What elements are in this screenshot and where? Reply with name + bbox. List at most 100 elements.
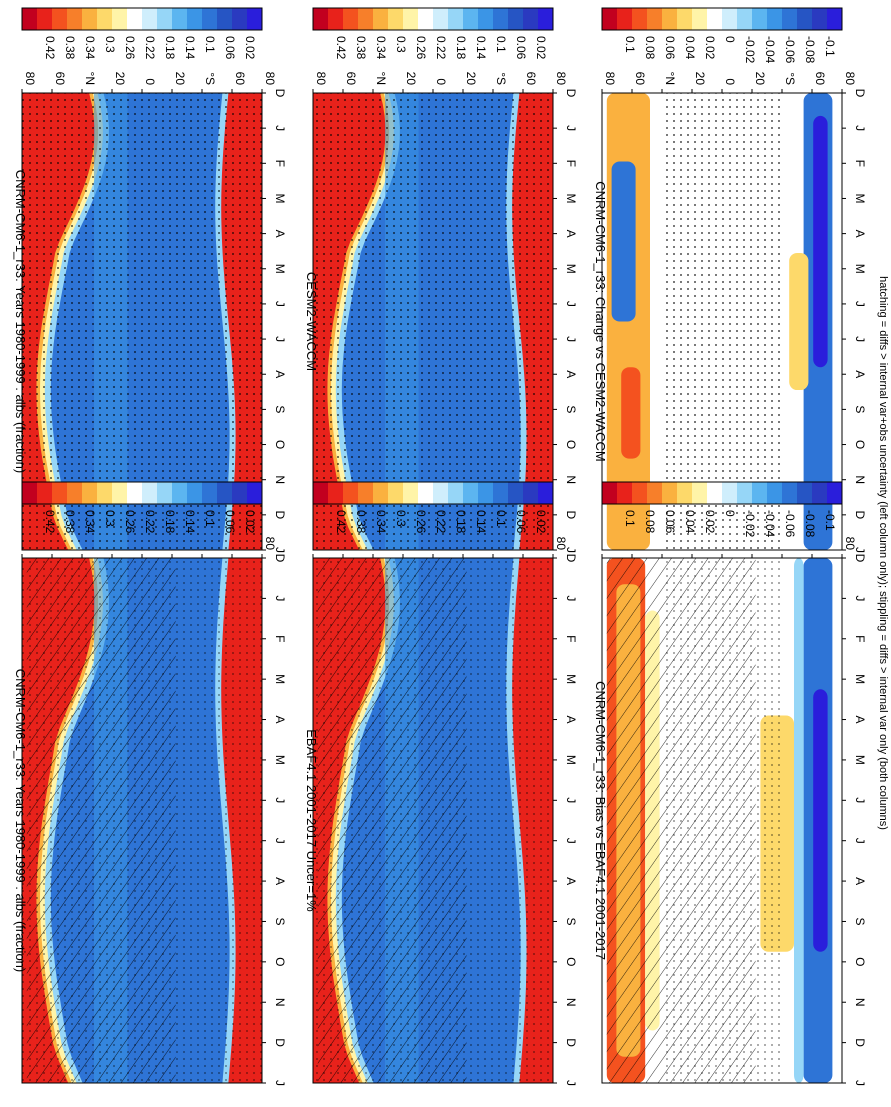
colorbar-swatch xyxy=(328,482,344,504)
colorbar-label: 0.14 xyxy=(183,36,197,60)
x-tick-label: J xyxy=(273,547,287,553)
colorbar-swatch xyxy=(632,482,648,504)
colorbar-label: -0.1 xyxy=(823,510,837,531)
x-tick-label: D xyxy=(853,511,867,520)
colorbar-swatch xyxy=(232,8,248,30)
colorbar-label: 0.1 xyxy=(203,36,217,53)
colorbar-label: 0.18 xyxy=(163,36,177,60)
y-tick-label: 0 xyxy=(723,78,737,85)
colorbar-label: 0.06 xyxy=(663,510,677,534)
colorbar-label: 0.22 xyxy=(143,36,157,60)
colorbar-swatch xyxy=(523,8,539,30)
y-tick-label: 60 xyxy=(813,72,827,86)
diff-region xyxy=(813,689,828,952)
colorbar-swatch xyxy=(782,8,798,30)
panel-title: CESM2-WACCM xyxy=(304,272,319,371)
colorbar-label: 0.1 xyxy=(494,36,508,53)
panel-right-bottom: CNRM-CM6-1_r33: Change vs CESM2-WACCM D J F… xyxy=(593,72,867,553)
colorbar-swatch xyxy=(313,8,329,30)
colorbar-swatch xyxy=(617,482,633,504)
y-tick-label: 20 xyxy=(113,72,127,86)
colorbar-label: 0.02 xyxy=(534,36,548,60)
x-tick-label: J xyxy=(853,125,867,131)
colorbar-label: -0.02 xyxy=(743,36,757,64)
colorbar-swatch xyxy=(602,8,618,30)
x-tick-label: O xyxy=(853,440,867,449)
x-tick-label: D xyxy=(853,89,867,98)
colorbar-swatch xyxy=(172,482,188,504)
colorbar-swatch xyxy=(647,8,663,30)
colorbar-absolute: 0.42 0.38 0.34 0.3 0.26 0.22 0.18 0.14 0.1 0.06 0.… xyxy=(21,481,263,534)
x-tick-label: J xyxy=(853,301,867,307)
colorbar-swatch xyxy=(707,8,723,30)
x-tick-label: J xyxy=(273,595,287,601)
colorbar-swatch xyxy=(247,8,263,30)
colorbar-swatch xyxy=(67,8,83,30)
colorbar-swatch xyxy=(388,8,404,30)
colorbar-label: 0.04 xyxy=(683,510,697,534)
colorbar-label: 0.18 xyxy=(454,510,468,534)
x-tick-label: O xyxy=(853,957,867,966)
colorbar-swatch xyxy=(97,482,113,504)
colorbar-label: 0.38 xyxy=(354,36,368,60)
colorbar-label: 0.42 xyxy=(334,36,348,60)
colorbar-label: 0.26 xyxy=(123,36,137,60)
x-tick-label: J xyxy=(564,125,578,131)
colorbar-label: 0.1 xyxy=(623,36,637,53)
x-tick-label: A xyxy=(853,230,867,238)
colorbar-label: -0.04 xyxy=(763,510,777,538)
x-tick-label: F xyxy=(273,635,287,642)
y-tick-label: 60 xyxy=(633,72,647,86)
colorbar-label: -0.1 xyxy=(823,36,837,57)
colorbar-swatch xyxy=(433,482,449,504)
hatching-overlay xyxy=(317,558,467,1083)
x-tick-label: J xyxy=(564,301,578,307)
x-tick-label: A xyxy=(273,370,287,378)
colorbar-swatch xyxy=(508,8,524,30)
colorbar-swatch xyxy=(433,8,449,30)
colorbar-label: 0.34 xyxy=(374,510,388,534)
y-tick-label: °N xyxy=(83,72,97,85)
x-tick-label: J xyxy=(273,1080,287,1086)
colorbar-label: 0.18 xyxy=(163,510,177,534)
colorbar-swatch xyxy=(737,8,753,30)
colorbar-label: 0.06 xyxy=(514,510,528,534)
colorbar-swatch xyxy=(127,482,143,504)
colorbar-swatch xyxy=(418,8,434,30)
colorbar-swatch xyxy=(737,482,753,504)
y-tick-label: 80 xyxy=(263,537,277,551)
x-tick-label: D xyxy=(273,1038,287,1047)
diff-region xyxy=(813,115,828,368)
colorbar-swatch xyxy=(493,482,509,504)
colorbar-label: 0.02 xyxy=(703,36,717,60)
y-tick-label: 60 xyxy=(524,72,538,86)
panel-title: CNRM-CM6-1_r33: Change vs CESM2-WACCM xyxy=(593,181,608,462)
x-tick-label: A xyxy=(564,370,578,378)
colorbar-swatch xyxy=(538,8,554,30)
y-tick-label: 80 xyxy=(554,72,568,86)
x-tick-label: A xyxy=(564,230,578,238)
colorbar-label: -0.02 xyxy=(743,510,757,538)
x-tick-label: A xyxy=(564,877,578,885)
colorbar-swatch xyxy=(142,482,158,504)
colorbar-label: 0.18 xyxy=(454,36,468,60)
colorbar-label: 0.02 xyxy=(243,510,257,534)
colorbar-swatch xyxy=(358,482,374,504)
y-tick-label: 20 xyxy=(753,72,767,86)
colorbar-label: 0.1 xyxy=(203,510,217,527)
x-tick-label: S xyxy=(273,405,287,413)
colorbar-swatch xyxy=(752,482,768,504)
colorbar-label: 0.08 xyxy=(643,36,657,60)
colorbar-swatch xyxy=(403,8,419,30)
x-tick-label: D xyxy=(564,89,578,98)
panel-right-top: CNRM-CM6-1_r33: Years 1980-1999 : albs (… xyxy=(13,72,287,553)
diff-region xyxy=(606,93,650,550)
y-tick-label: °N xyxy=(663,72,677,85)
colorbar-swatch xyxy=(37,482,53,504)
x-tick-label: M xyxy=(273,193,287,203)
x-tick-label: M xyxy=(273,674,287,684)
x-tick-label: N xyxy=(564,475,578,484)
stippling-overlay xyxy=(22,93,262,550)
y-tick-label: °S xyxy=(494,72,508,85)
